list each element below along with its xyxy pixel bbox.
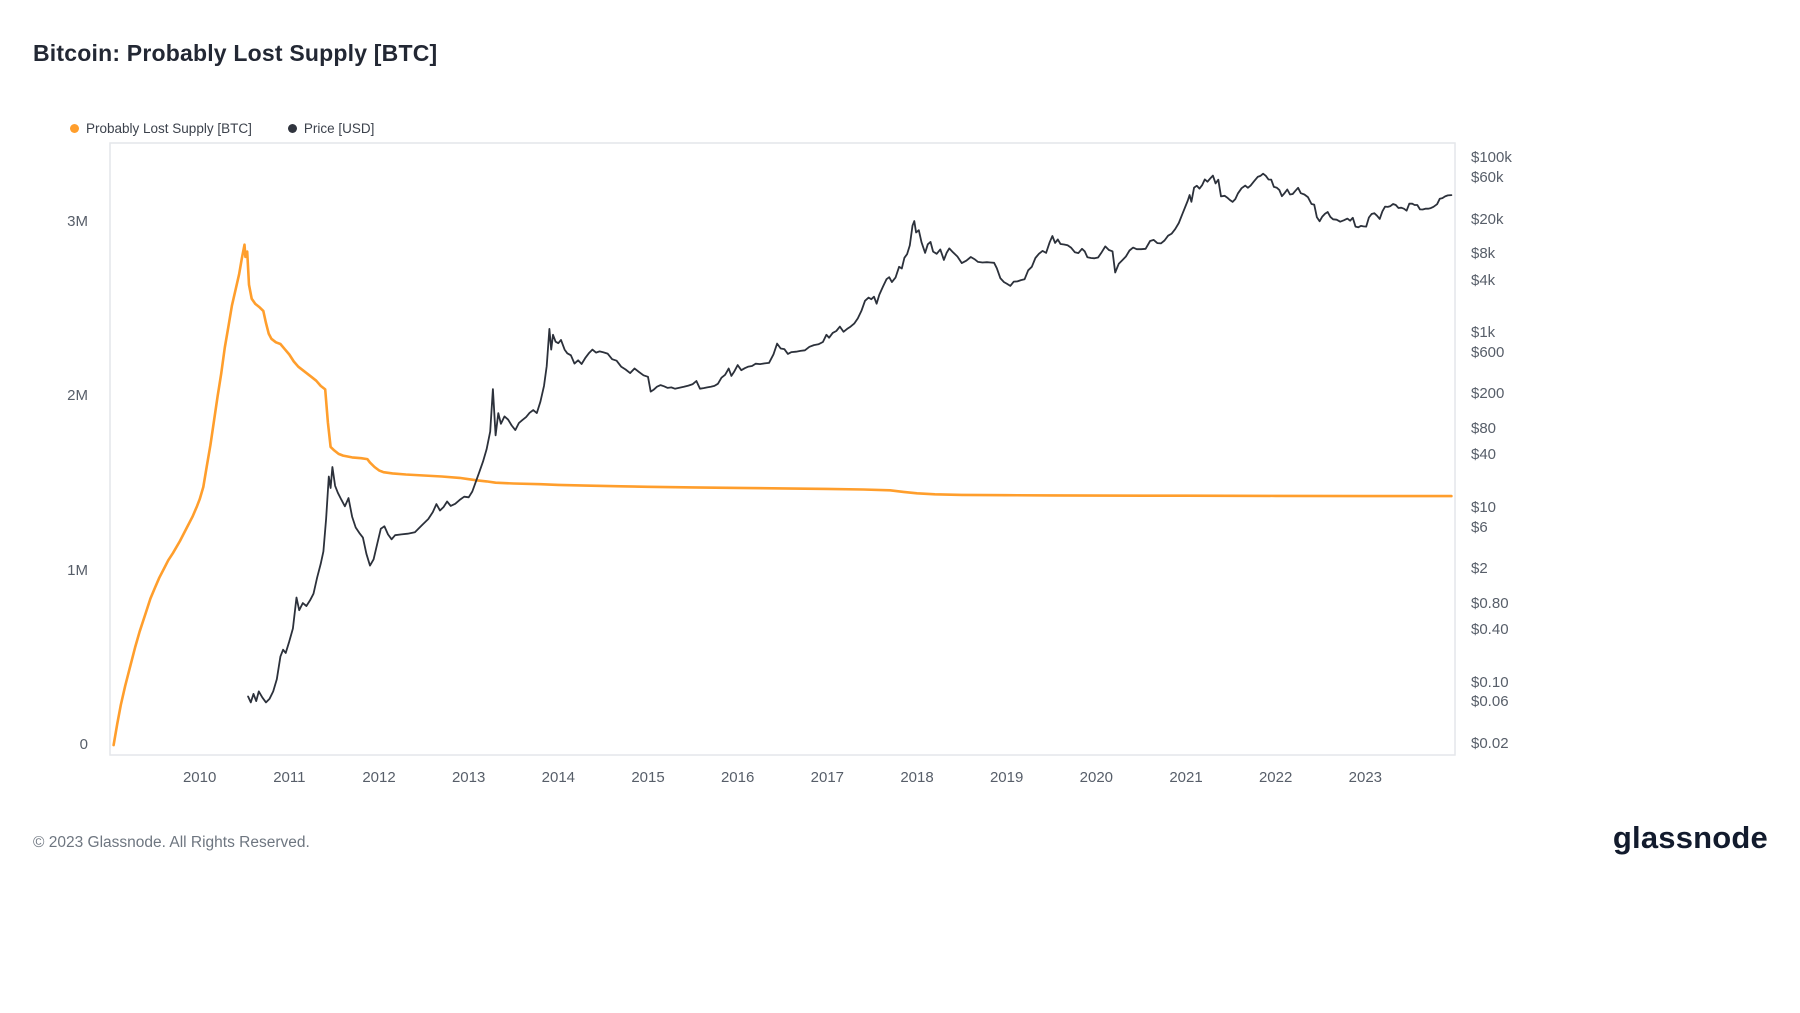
time-axis-tick: 2023 — [1348, 769, 1383, 786]
time-axis-tick: 2013 — [451, 769, 486, 786]
supply-axis-tick: 1M — [67, 561, 88, 579]
price-axis-tick: $100k — [1471, 149, 1512, 167]
time-axis-tick: 2019 — [989, 769, 1024, 786]
supply-axis-tick: 3M — [67, 212, 88, 230]
page-title: Bitcoin: Probably Lost Supply [BTC] — [33, 40, 438, 66]
price-axis-tick: $10 — [1471, 499, 1497, 517]
price-axis-tick: $60k — [1471, 168, 1504, 186]
price-axis-tick: $0.06 — [1471, 693, 1509, 711]
supply-axis-tick: 2M — [67, 387, 88, 405]
glassnode-logo[interactable]: glassnode — [1612, 820, 1768, 855]
price-axis-tick: $200 — [1471, 385, 1505, 403]
time-axis-tick: 2011 — [273, 769, 306, 786]
time-axis-tick: 2014 — [541, 769, 576, 786]
time-axis-tick: 2012 — [362, 769, 396, 786]
legend-label-price: Price [USD] — [303, 121, 375, 136]
price-axis-tick: $6 — [1471, 518, 1488, 536]
price-axis-tick: $4k — [1471, 271, 1496, 289]
time-axis-tick: 2010 — [182, 769, 217, 786]
legend-item-supply[interactable]: Probably Lost Supply [BTC] — [70, 121, 252, 136]
price-axis-tick: $20k — [1471, 210, 1504, 228]
price-axis-tick: $0.40 — [1471, 621, 1509, 639]
time-axis-tick: 2017 — [810, 769, 845, 786]
supply-line[interactable] — [112, 243, 1453, 747]
price-axis-tick: $0.80 — [1471, 595, 1509, 612]
legend-label-supply: Probably Lost Supply [BTC] — [86, 121, 252, 136]
price-axis-tick: $1k — [1471, 324, 1496, 342]
time-axis-tick: 2018 — [900, 769, 934, 786]
plot-border — [109, 142, 1456, 756]
price-axis-tick: $40 — [1471, 446, 1497, 464]
price-axis-tick: $0.10 — [1471, 673, 1509, 691]
price-axis-tick: $600 — [1471, 343, 1505, 361]
price-axis-tick: $2 — [1471, 560, 1488, 578]
price-axis-tick: $0.02 — [1471, 735, 1509, 753]
copyright-text: © 2023 Glassnode. All Rights Reserved. — [33, 834, 310, 851]
time-axis-tick: 2022 — [1258, 769, 1293, 786]
chart-legend: Probably Lost Supply [BTC] Price [USD] — [70, 121, 374, 136]
legend-dot-icon — [287, 124, 297, 133]
time-axis-tick: 2015 — [631, 769, 665, 786]
legend-dot-icon — [70, 124, 79, 133]
time-axis-tick: 2020 — [1079, 769, 1114, 786]
time-axis-tick: 2021 — [1169, 769, 1203, 786]
supply-axis-tick: 0 — [79, 736, 88, 754]
price-axis-tick: $80 — [1471, 420, 1497, 438]
legend-item-price[interactable]: Price [USD] — [287, 121, 375, 136]
price-axis-tick: $8k — [1471, 245, 1496, 263]
price-line[interactable] — [247, 172, 1453, 704]
time-axis-tick: 2016 — [720, 769, 755, 786]
